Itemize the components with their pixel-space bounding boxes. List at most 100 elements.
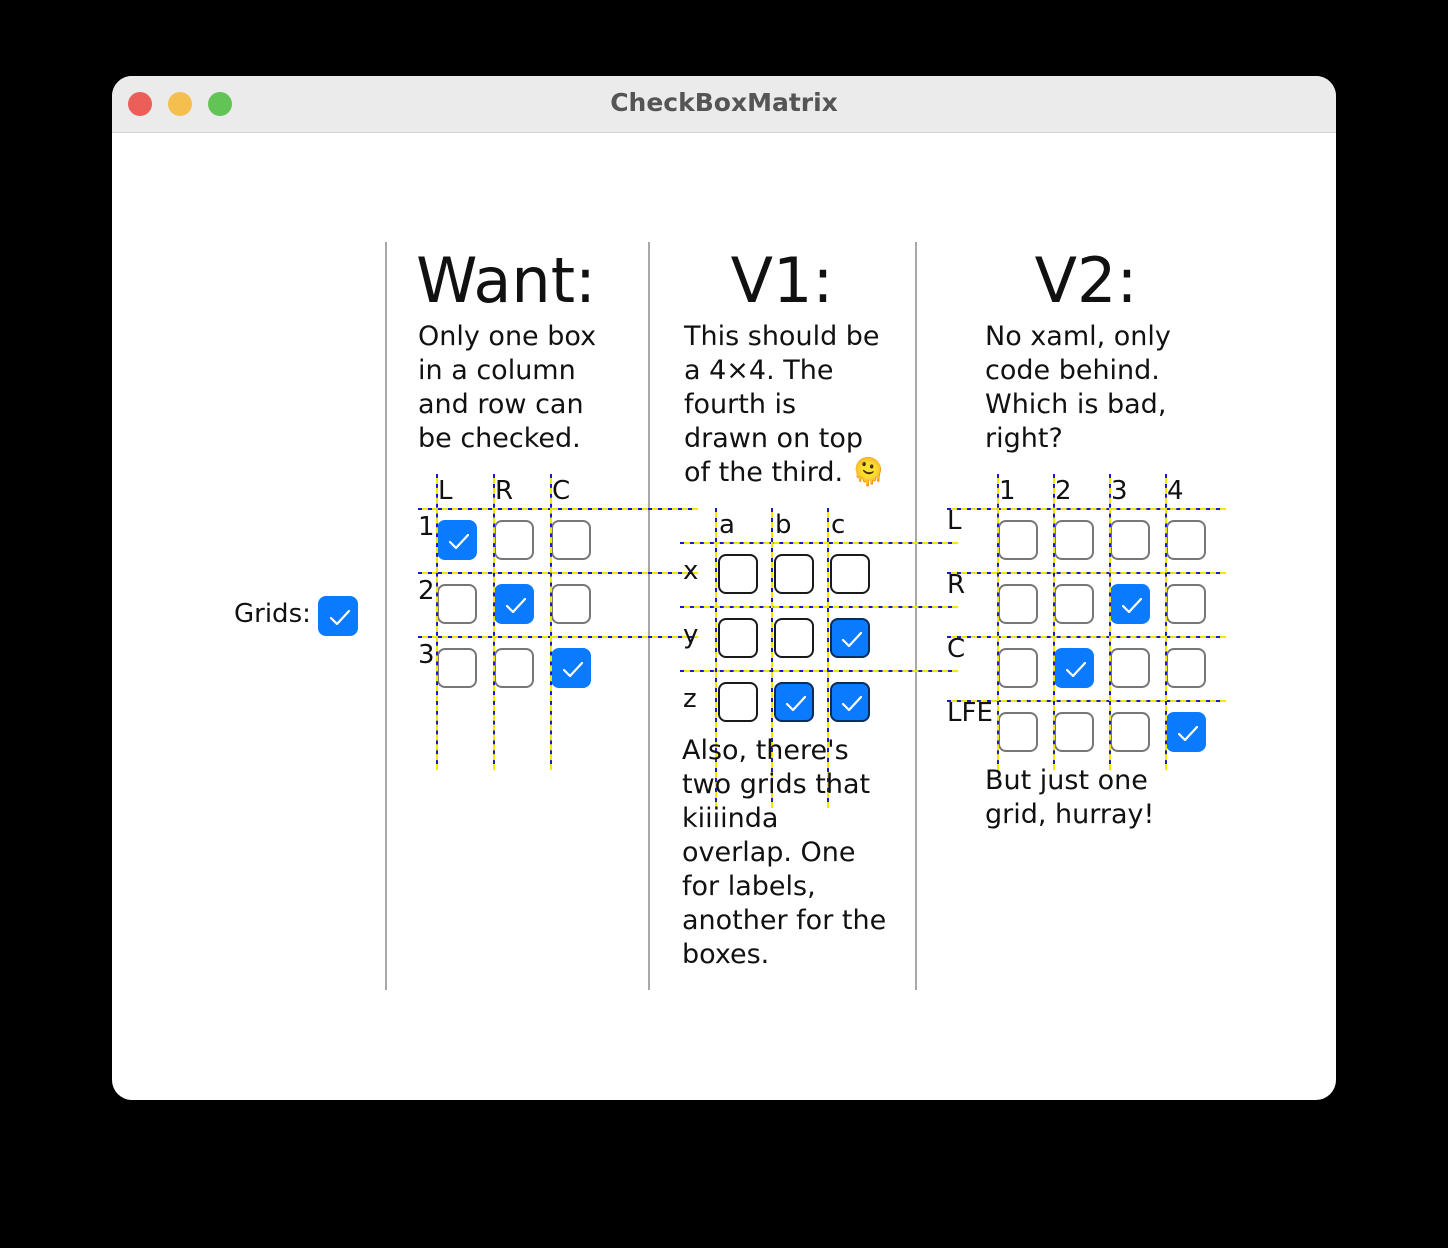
column-separator (915, 242, 917, 990)
want-column-label: R (495, 476, 514, 506)
column-separator (648, 242, 650, 990)
v1-description: This should be a 4×4. The fourth is draw… (684, 321, 886, 488)
grid-line (418, 508, 694, 510)
v1-column-label: a (719, 510, 735, 540)
v1-matrix-checkbox[interactable] (718, 618, 758, 658)
want-description: Only one box in a column and row can be … (418, 321, 597, 454)
grid-line (550, 474, 552, 766)
v1-heading: V1: (730, 244, 834, 317)
window-title: CheckBoxMatrix (610, 88, 838, 117)
v2-row-label: R (947, 570, 966, 600)
checkmark-icon (329, 609, 351, 626)
v2-matrix-checkbox[interactable] (1166, 712, 1206, 752)
v2-row-label: C (947, 634, 966, 664)
v2-matrix-checkbox[interactable] (1054, 520, 1094, 560)
grid-line (493, 474, 495, 766)
v2-matrix-checkbox[interactable] (1110, 712, 1150, 752)
v2-matrix-checkbox[interactable] (998, 712, 1038, 752)
checkmark-icon (1065, 661, 1087, 678)
grid-line (1109, 474, 1111, 766)
v2-matrix-checkbox[interactable] (1054, 648, 1094, 688)
v1-matrix-checkbox[interactable] (774, 554, 814, 594)
checkmark-icon (785, 695, 807, 712)
v1-matrix-checkbox[interactable] (774, 618, 814, 658)
grid-line (680, 606, 954, 608)
zoom-button[interactable] (208, 92, 232, 116)
grid-line (947, 572, 1222, 574)
v1-matrix-checkbox[interactable] (774, 682, 814, 722)
checkmark-icon (1177, 725, 1199, 742)
checkmark-icon (1121, 597, 1143, 614)
grid-line (680, 670, 954, 672)
grid-line (680, 542, 954, 544)
checkmark-icon (562, 661, 584, 678)
v2-column-label: 1 (999, 476, 1016, 506)
checkmark-icon (841, 631, 863, 648)
grid-line (947, 508, 1222, 510)
want-matrix-checkbox[interactable] (494, 584, 534, 624)
v2-matrix-checkbox[interactable] (1110, 584, 1150, 624)
checkmark-icon (841, 695, 863, 712)
grids-label: Grids: (234, 599, 311, 629)
want-matrix-checkbox[interactable] (494, 648, 534, 688)
want-row-label: 2 (418, 576, 435, 606)
v2-matrix-checkbox[interactable] (998, 648, 1038, 688)
v2-matrix-checkbox[interactable] (1166, 520, 1206, 560)
grids-checkbox[interactable] (318, 596, 358, 636)
v2-note: But just one grid, hurray! (985, 765, 1155, 830)
v2-matrix-checkbox[interactable] (1054, 584, 1094, 624)
v2-column-label: 2 (1055, 476, 1072, 506)
v2-matrix-checkbox[interactable] (1110, 648, 1150, 688)
grid-line (947, 636, 1222, 638)
checkmark-icon (505, 597, 527, 614)
v2-column-label: 4 (1167, 476, 1184, 506)
v2-row-label: LFE (947, 698, 993, 728)
v2-heading: V2: (1034, 244, 1138, 317)
app-window: CheckBoxMatrix Grids: Want: Only one box… (112, 76, 1336, 1100)
v2-matrix-checkbox[interactable] (1166, 648, 1206, 688)
close-button[interactable] (128, 92, 152, 116)
want-matrix-checkbox[interactable] (437, 648, 477, 688)
grid-line (715, 508, 717, 804)
want-matrix-checkbox[interactable] (551, 520, 591, 560)
v2-description: No xaml, only code behind. Which is bad,… (985, 321, 1171, 454)
want-column-label: C (552, 476, 571, 506)
want-heading: Want: (416, 244, 596, 317)
title-bar: CheckBoxMatrix (112, 76, 1336, 133)
v2-matrix-checkbox[interactable] (998, 520, 1038, 560)
v1-column-label: c (831, 510, 846, 540)
v2-row-label: L (947, 506, 962, 536)
want-matrix-checkbox[interactable] (494, 520, 534, 560)
checkmark-icon (448, 533, 470, 550)
v2-matrix-checkbox[interactable] (998, 584, 1038, 624)
grid-line (997, 474, 999, 766)
want-matrix-checkbox[interactable] (551, 584, 591, 624)
v1-matrix-checkbox[interactable] (830, 554, 870, 594)
v1-note: Also, there's two grids that kiiiinda ov… (682, 735, 887, 970)
want-matrix-checkbox[interactable] (437, 520, 477, 560)
v2-matrix-checkbox[interactable] (1054, 712, 1094, 752)
v1-matrix-checkbox[interactable] (718, 554, 758, 594)
v1-row-label: x (683, 556, 699, 586)
v1-matrix-checkbox[interactable] (830, 682, 870, 722)
grid-line (418, 572, 694, 574)
want-matrix-checkbox[interactable] (551, 648, 591, 688)
grid-line (1165, 474, 1167, 766)
v2-matrix-checkbox[interactable] (1166, 584, 1206, 624)
want-column-label: L (438, 476, 453, 506)
minimize-button[interactable] (168, 92, 192, 116)
want-row-label: 1 (418, 512, 435, 542)
v2-column-label: 3 (1111, 476, 1128, 506)
want-matrix-checkbox[interactable] (437, 584, 477, 624)
want-row-label: 3 (418, 640, 435, 670)
v1-column-label: b (775, 510, 792, 540)
v1-matrix-checkbox[interactable] (718, 682, 758, 722)
v1-matrix-checkbox[interactable] (830, 618, 870, 658)
window-content: Grids: Want: Only one box in a column an… (112, 76, 1336, 1100)
grid-line (418, 636, 694, 638)
grid-line (771, 508, 773, 804)
grid-line (436, 474, 438, 766)
grid-line (947, 700, 1222, 702)
v2-matrix-checkbox[interactable] (1110, 520, 1150, 560)
v1-row-label: y (683, 620, 699, 650)
